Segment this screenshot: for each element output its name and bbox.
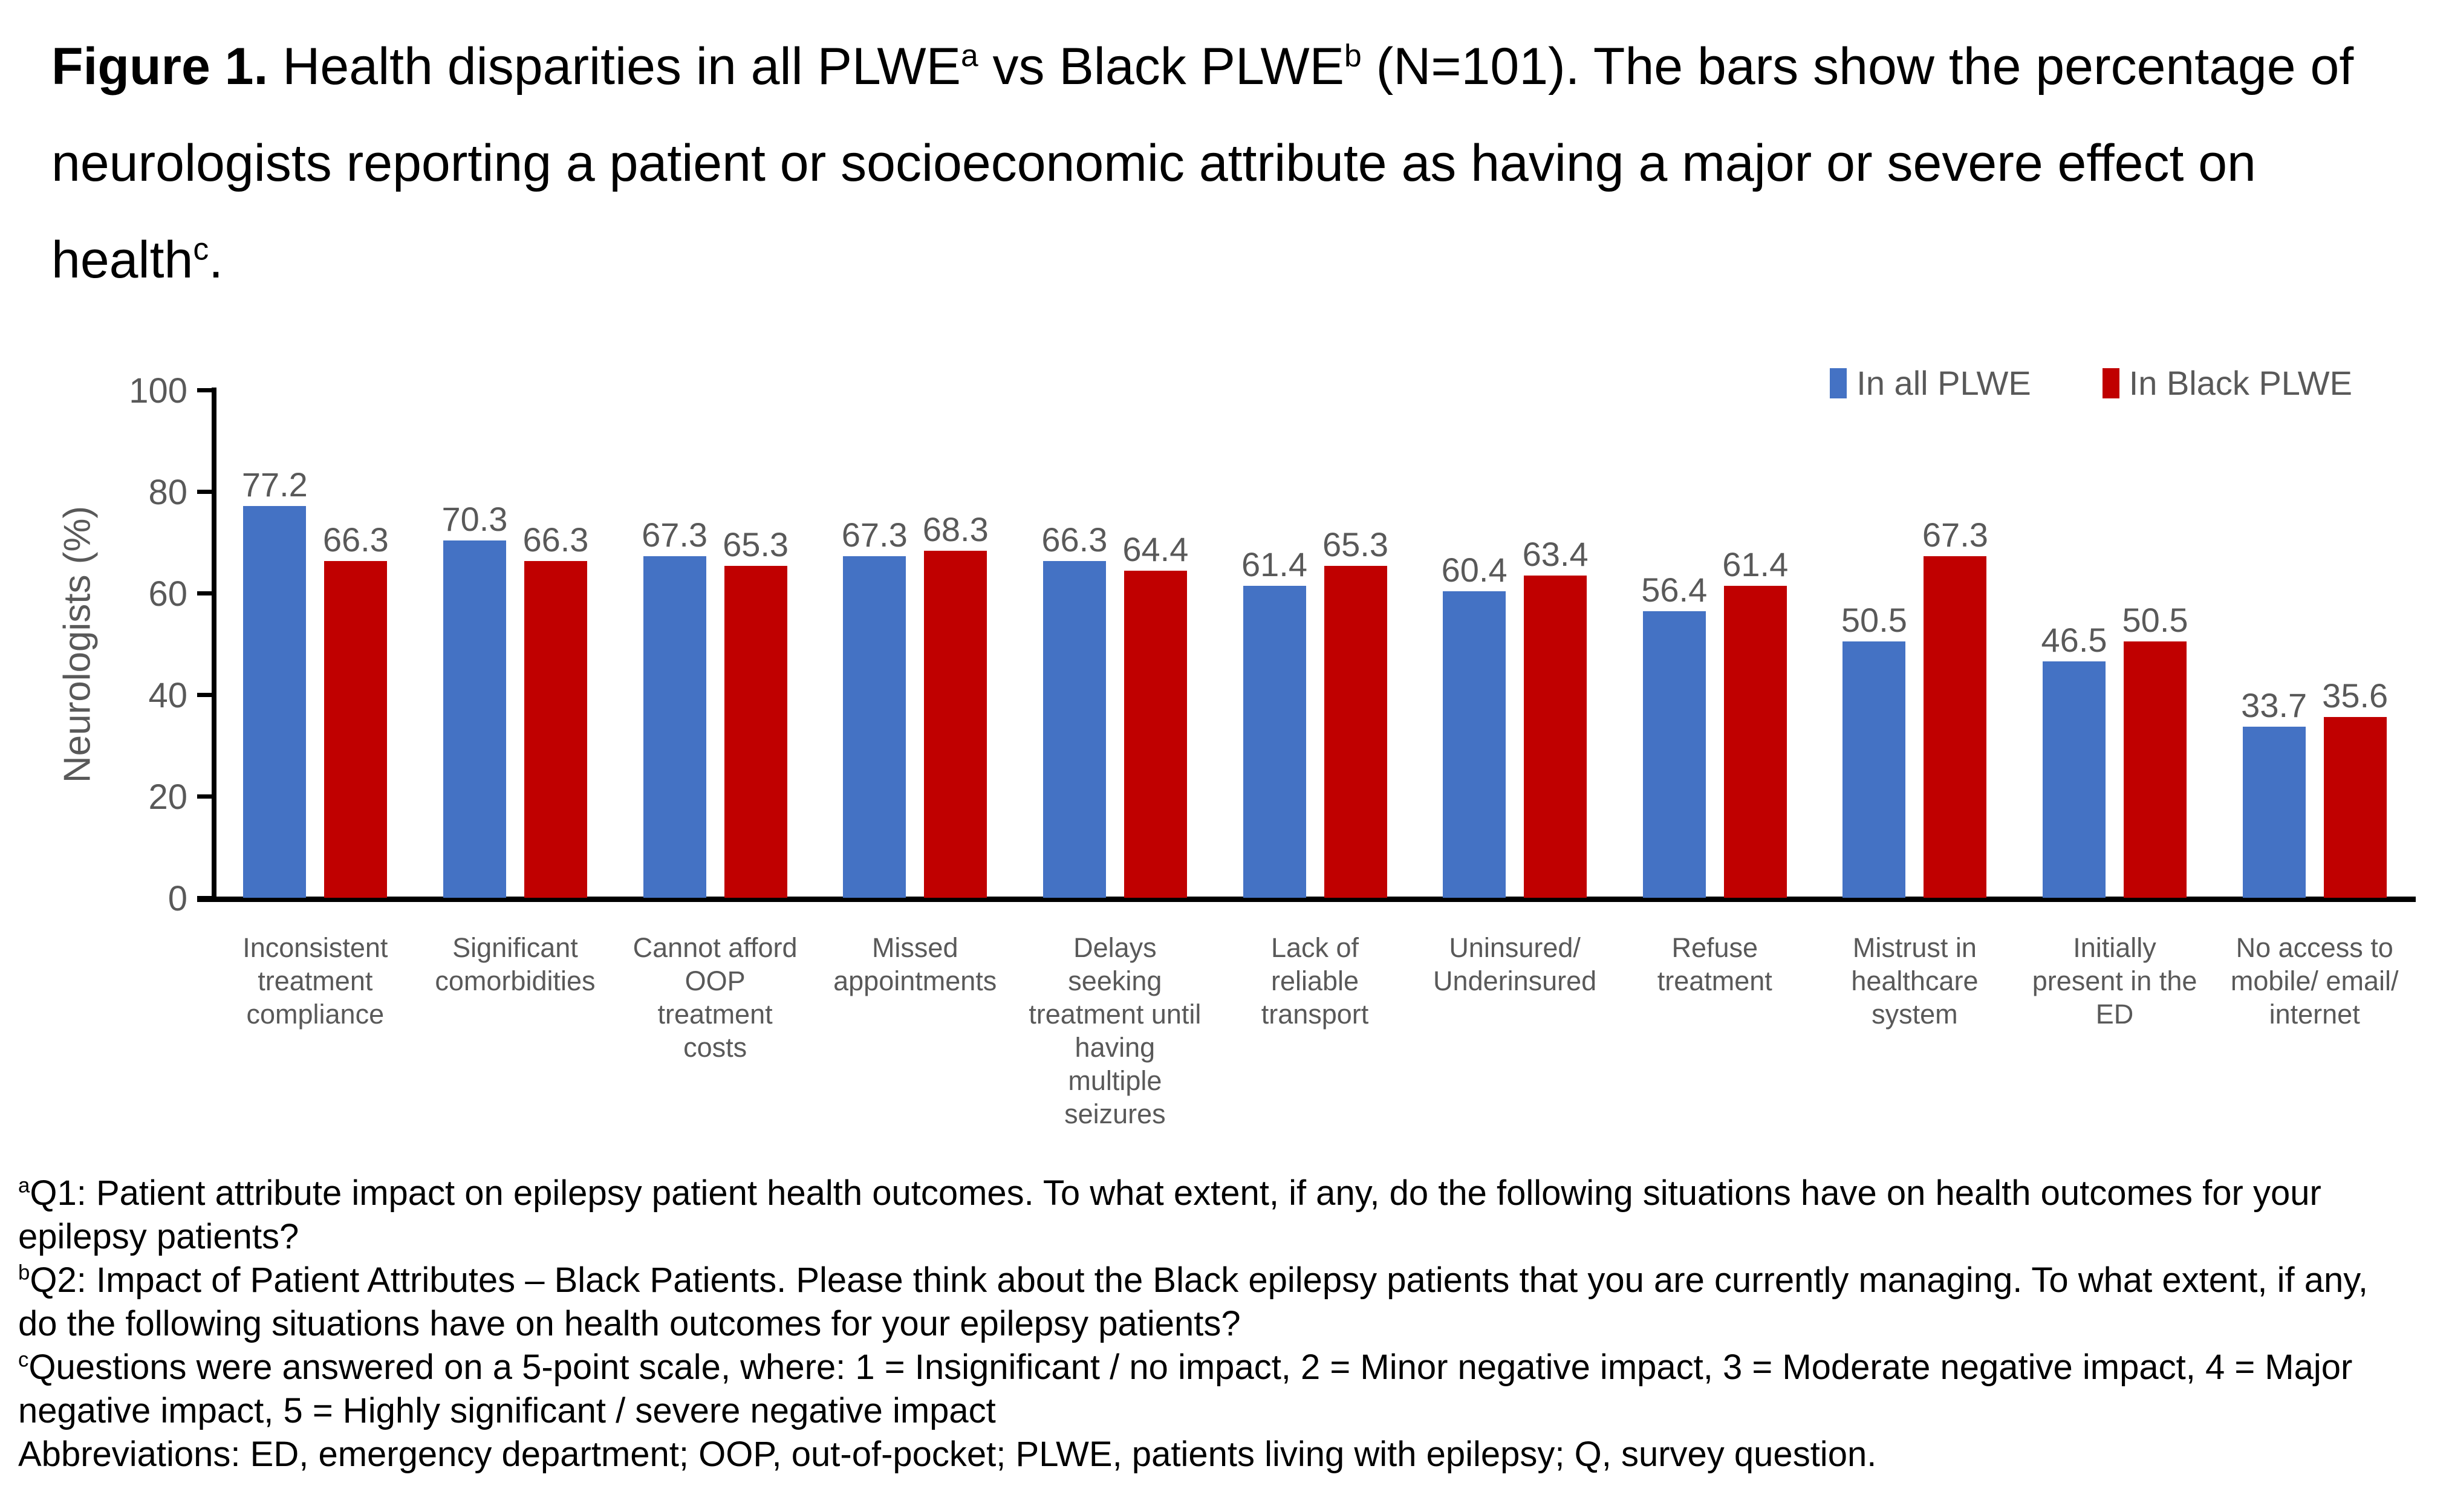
x-axis-line [197, 897, 2416, 902]
y-tick-mark [197, 896, 213, 900]
category-label: Delays seeking treatment until having mu… [1029, 932, 1202, 1129]
bar-value-label: 46.5 [2041, 621, 2107, 660]
bar-value-label: 67.3 [1922, 515, 1988, 554]
category-label: Initially present in the ED [2032, 932, 2197, 1030]
figure-caption-lead: Figure 1. [51, 37, 268, 96]
figure-caption: Figure 1. Health disparities in all PLWE… [51, 18, 2410, 308]
bar-black-plwe [524, 561, 587, 898]
footnote-a-marker: a [18, 1173, 30, 1198]
legend-color-swatch [1830, 368, 1847, 398]
footnote-b: bQ2: Impact of Patient Attributes – Blac… [18, 1259, 2413, 1346]
footnote-b-text: Q2: Impact of Patient Attributes – Black… [18, 1261, 2369, 1343]
bar-value-label: 67.3 [642, 515, 708, 554]
bar-value-label: 65.3 [723, 525, 789, 564]
y-tick-label: 80 [148, 473, 187, 512]
bar-value-label: 60.4 [1441, 550, 1507, 589]
y-tick-label: 100 [129, 371, 187, 410]
bar-all-plwe [443, 540, 506, 898]
category-label: Uninsured/ Underinsured [1433, 932, 1597, 996]
legend-item: In Black PLWE [2102, 363, 2352, 403]
footnote-ref-b: b [1344, 37, 1362, 73]
bar-black-plwe [1324, 566, 1387, 898]
bar-value-label: 77.2 [241, 465, 308, 504]
category-label: Mistrust in healthcare system [1851, 932, 1979, 1030]
footnote-ref-a: a [960, 37, 978, 73]
bar-value-label: 66.3 [1041, 521, 1108, 559]
bar-all-plwe [1842, 641, 1906, 898]
bar-value-label: 65.3 [1322, 525, 1388, 564]
bar-black-plwe [724, 566, 787, 898]
bar-black-plwe [1524, 576, 1587, 898]
bar-all-plwe [643, 556, 706, 898]
bar-value-label: 68.3 [922, 510, 989, 549]
footnote-c-text: Questions were answered on a 5-point sca… [18, 1348, 2353, 1430]
category-label: Lack of reliable transport [1261, 932, 1369, 1030]
bar-black-plwe [1124, 571, 1187, 898]
figure-caption-text-1: Health disparities in all PLWE [268, 37, 961, 96]
category-label: No access to mobile/ email/ internet [2230, 932, 2399, 1030]
bar-all-plwe [2242, 726, 2306, 898]
bar-all-plwe [1642, 611, 1706, 898]
bar-all-plwe [843, 556, 906, 898]
bar-value-label: 61.4 [1241, 545, 1307, 584]
figure-caption-text-4: . [209, 231, 224, 289]
legend-label: In Black PLWE [2129, 364, 2352, 402]
bar-value-label: 35.6 [2322, 676, 2389, 715]
y-tick-mark [197, 388, 213, 392]
category-label: Missed appointments [833, 932, 997, 996]
bar-value-label: 64.4 [1122, 530, 1189, 569]
bar-value-label: 50.5 [1841, 600, 1907, 639]
bar-black-plwe [1723, 586, 1787, 898]
footnote-b-marker: b [18, 1261, 30, 1285]
footnote-ref-c: c [193, 231, 209, 267]
bar-value-label: 61.4 [1722, 545, 1789, 584]
y-tick-mark [197, 490, 213, 494]
y-tick-label: 0 [167, 879, 187, 918]
bar-value-label: 33.7 [2241, 686, 2308, 724]
bar-all-plwe [243, 505, 307, 898]
bar-value-label: 70.3 [441, 500, 508, 539]
footnote-c: cQuestions were answered on a 5-point sc… [18, 1346, 2413, 1433]
footnote-abbreviations-text: Abbreviations: ED, emergency department;… [18, 1435, 1877, 1474]
legend-label: In all PLWE [1856, 364, 2031, 402]
bar-all-plwe [1243, 586, 1306, 898]
y-tick-label: 40 [148, 676, 187, 715]
legend-item: In all PLWE [1830, 363, 2031, 403]
footnote-c-marker: c [18, 1348, 29, 1372]
footnotes: aQ1: Patient attribute impact on epileps… [18, 1172, 2413, 1476]
category-label: Inconsistent treatment compliance [242, 932, 388, 1030]
y-axis-title: Neurologists (%) [56, 505, 99, 784]
footnote-a: aQ1: Patient attribute impact on epileps… [18, 1172, 2413, 1259]
figure-caption-text-2: vs Black PLWE [978, 37, 1344, 96]
bar-black-plwe [2124, 641, 2187, 898]
y-tick-mark [197, 693, 213, 697]
figure-caption-text-3: (N=101). The bars show the percentage of… [51, 37, 2354, 289]
bar-value-label: 66.3 [522, 521, 589, 559]
legend-color-swatch [2102, 368, 2119, 398]
legend: In all PLWE In Black PLWE [1830, 363, 2352, 403]
y-axis-line [212, 388, 216, 902]
y-tick-mark [197, 794, 213, 799]
bar-black-plwe [1924, 556, 1987, 898]
bar-value-label: 56.4 [1641, 571, 1708, 609]
bar-value-label: 67.3 [841, 515, 908, 554]
bar-all-plwe [2043, 661, 2106, 898]
bar-black-plwe [2323, 716, 2387, 898]
bar-all-plwe [1042, 561, 1106, 898]
y-tick-label: 60 [148, 574, 187, 614]
bar-value-label: 66.3 [322, 521, 389, 559]
y-tick-label: 20 [148, 777, 187, 817]
bar-black-plwe [324, 561, 388, 898]
category-label: Significant comorbidities [435, 932, 596, 996]
bar-value-label: 50.5 [2122, 600, 2188, 639]
bar-value-label: 63.4 [1522, 535, 1589, 574]
category-label: Cannot afford OOP treatment costs [633, 932, 798, 1063]
bar-black-plwe [924, 551, 987, 898]
y-tick-mark [197, 591, 213, 595]
category-label: Refuse treatment [1657, 932, 1772, 996]
footnote-a-text: Q1: Patient attribute impact on epilepsy… [18, 1173, 2321, 1256]
bar-all-plwe [1443, 591, 1506, 898]
footnote-abbreviations: Abbreviations: ED, emergency department;… [18, 1433, 2413, 1476]
